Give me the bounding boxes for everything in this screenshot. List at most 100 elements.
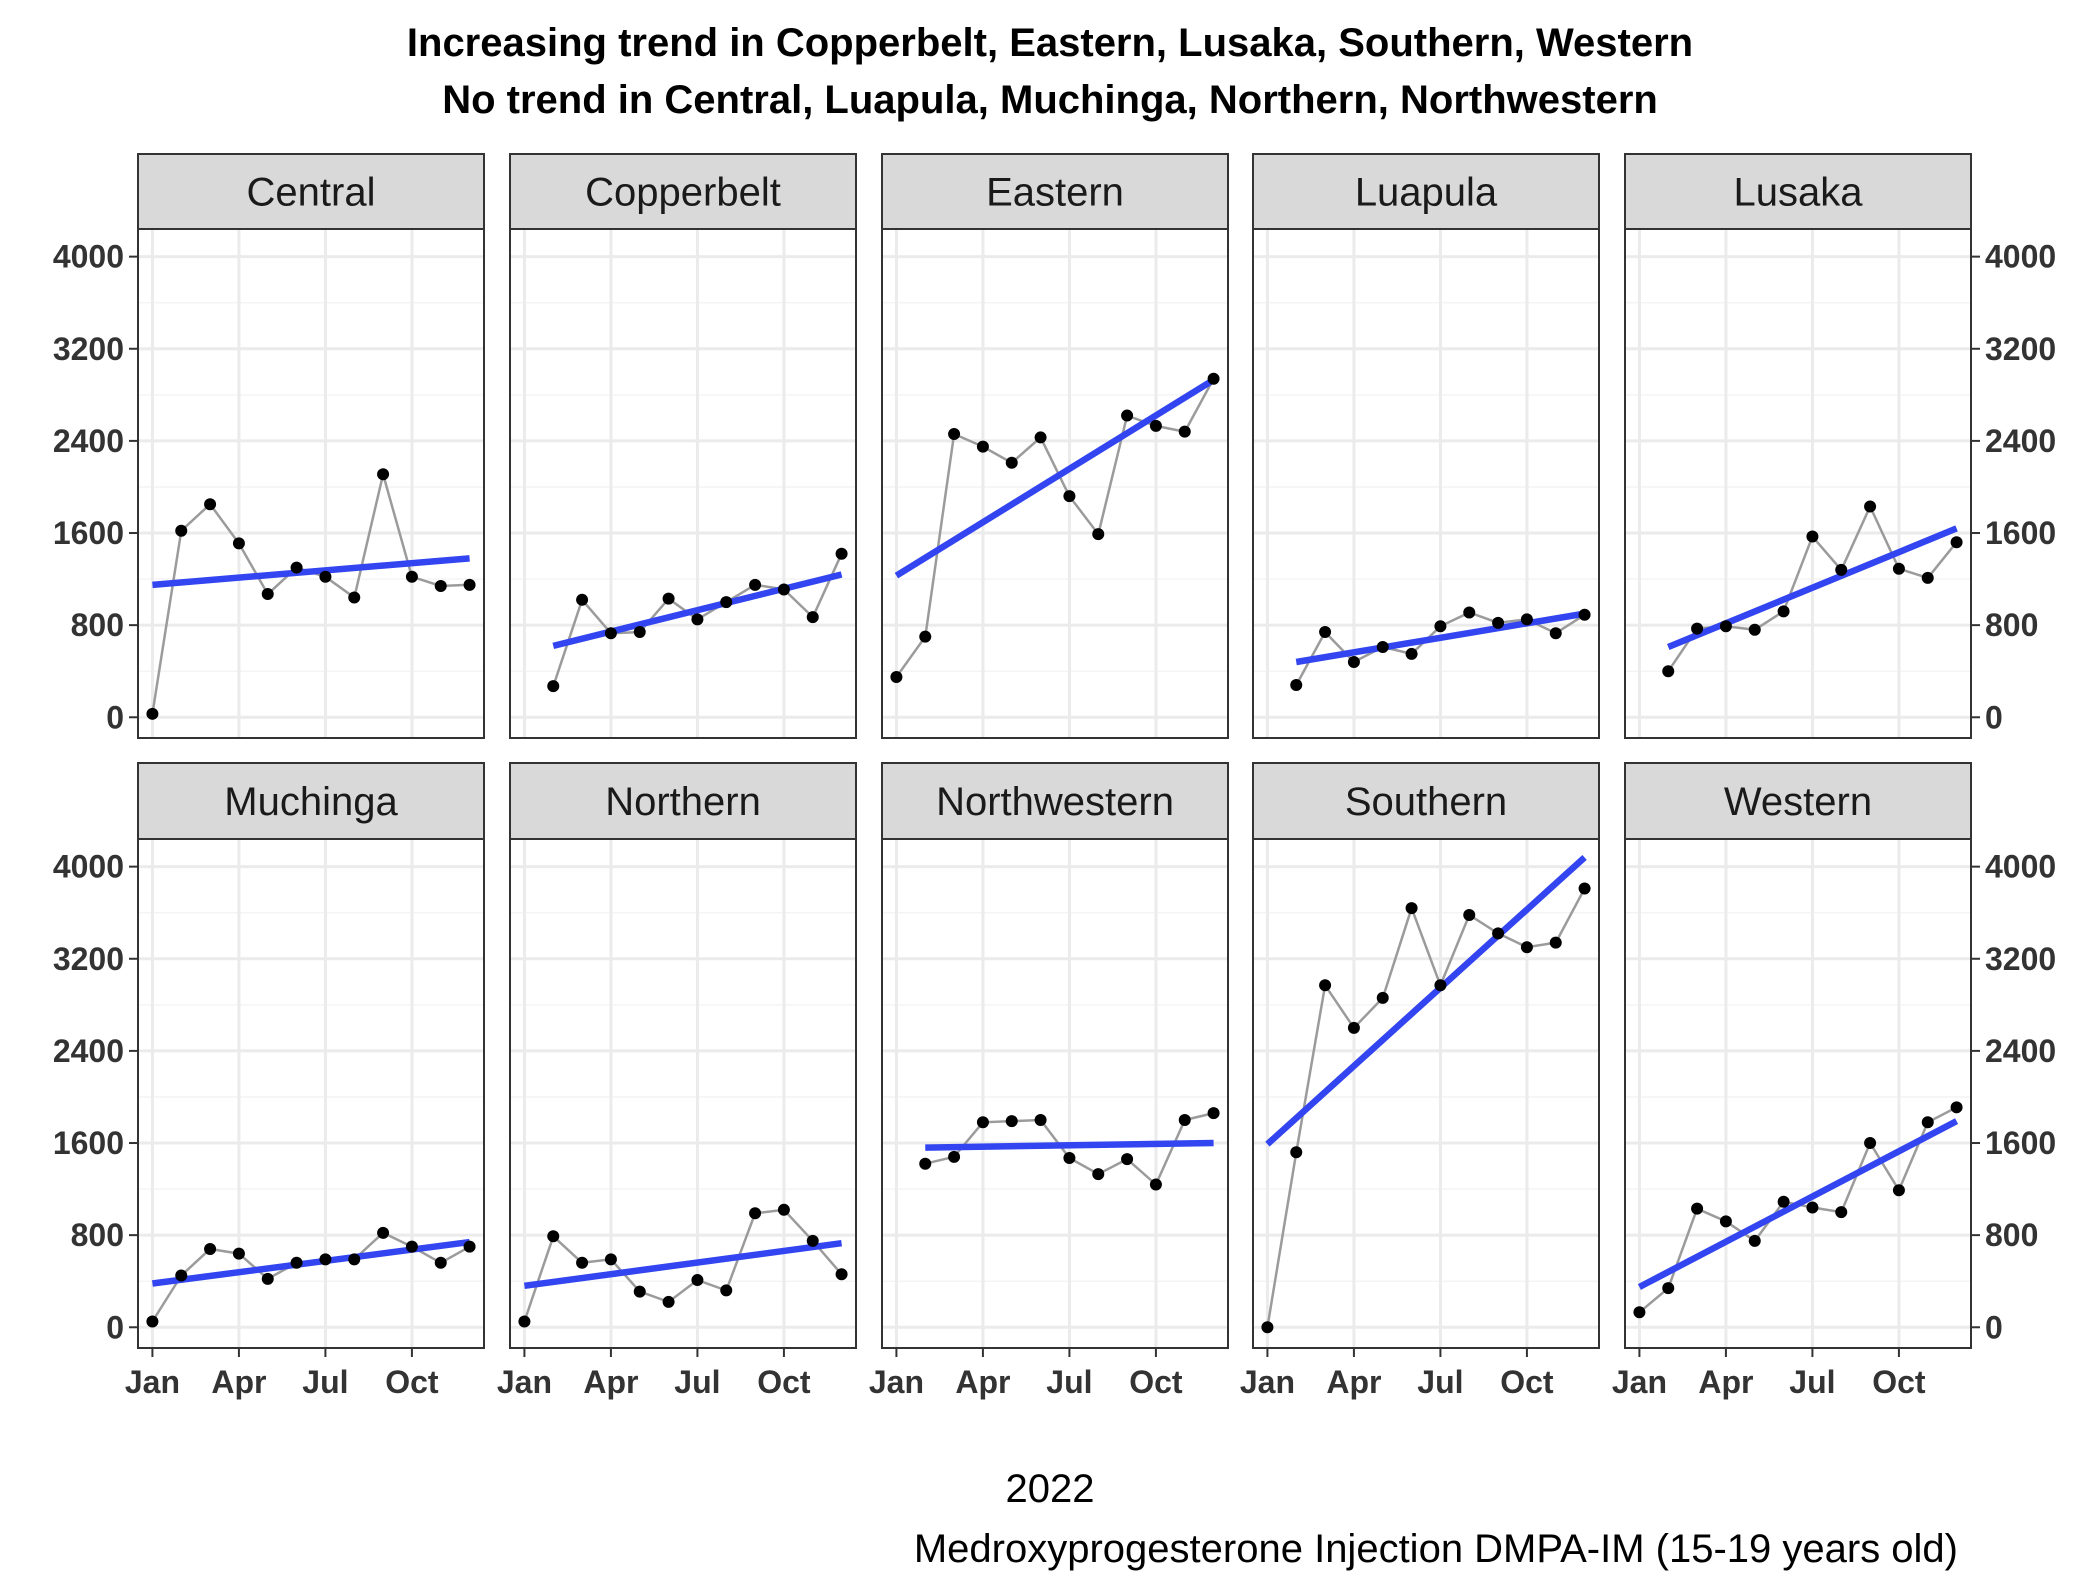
trend-line (1667, 525, 1958, 651)
facet-panel-southern: Southern Jan Apr Jul Oct (1240, 762, 1600, 1400)
series-line (1266, 887, 1586, 1328)
data-point (518, 1315, 531, 1328)
facet-label: Eastern (986, 171, 1124, 215)
data-point (146, 1315, 159, 1328)
data-point (261, 1272, 274, 1285)
series-line (895, 378, 1215, 678)
data-point (633, 1285, 646, 1298)
data-point (1434, 979, 1447, 992)
data-point (1806, 1201, 1819, 1214)
panel-border (509, 838, 857, 1349)
data-point (976, 440, 989, 453)
data-point (749, 1207, 762, 1220)
data-point (348, 591, 361, 604)
data-point (1092, 1168, 1105, 1181)
trend-line (152, 555, 470, 589)
data-point (1063, 490, 1076, 503)
data-point (463, 578, 476, 591)
data-point (1864, 500, 1877, 513)
facet-strip (881, 762, 1229, 840)
x-tick-label: Oct (1129, 1364, 1183, 1400)
y-tick-label: 1600 (53, 1125, 124, 1161)
data-point (1835, 1206, 1848, 1219)
y-tick-label: 800 (71, 1217, 124, 1253)
data-point (175, 524, 188, 537)
data-point (1633, 1306, 1646, 1319)
x-tick-label: Jan (1240, 1364, 1295, 1400)
panel-border (137, 228, 485, 739)
data-point (835, 547, 848, 560)
data-point (319, 570, 332, 583)
data-point (1578, 882, 1591, 895)
data-point (1149, 419, 1162, 432)
data-point (1405, 902, 1418, 915)
data-point (749, 578, 762, 591)
data-point (547, 680, 560, 693)
data-point (806, 1234, 819, 1247)
x-tick-label: Apr (583, 1364, 638, 1400)
y-tick-label: 4000 (53, 849, 124, 885)
data-point (1347, 655, 1360, 668)
data-point (662, 1295, 675, 1308)
data-point (1178, 425, 1191, 438)
data-point (434, 579, 447, 592)
facet-label: Southern (1345, 780, 1507, 824)
data-point (1777, 605, 1790, 618)
series-line (523, 1208, 843, 1322)
trend-line (552, 571, 843, 650)
data-point (1207, 1107, 1220, 1120)
data-point (835, 1268, 848, 1281)
data-point (1149, 1178, 1162, 1191)
y-tick-label: 4000 (1985, 849, 2056, 885)
facet-panel-eastern: Eastern (881, 153, 1229, 739)
data-point (146, 707, 159, 720)
x-tick-label: Jul (1046, 1364, 1092, 1400)
data-point (204, 1242, 217, 1255)
data-point (319, 1253, 332, 1266)
data-point (777, 1203, 790, 1216)
data-point (1806, 530, 1819, 543)
data-point (691, 1274, 704, 1287)
data-point (1005, 1115, 1018, 1128)
series-line (151, 473, 470, 714)
data-point (1777, 1195, 1790, 1208)
data-point (1319, 626, 1332, 639)
y-tick-label: 1600 (53, 515, 124, 551)
facet-label: Luapula (1355, 171, 1498, 215)
data-point (1319, 979, 1332, 992)
data-point (1290, 679, 1303, 692)
facet-strip (509, 762, 857, 840)
y-tick-label: 2400 (53, 1033, 124, 1069)
data-point (1662, 1282, 1675, 1295)
x-tick-label: Jul (674, 1364, 720, 1400)
chart-title-line-2: No trend in Central, Luapula, Muchinga, … (442, 78, 1658, 122)
facet-label: Muchinga (224, 780, 398, 824)
facet-panel-western: Western 0 800 1600 2400 3200 4000 Jan Apr Jul Oct (1612, 762, 2056, 1400)
panel-border (1252, 838, 1600, 1349)
x-tick-label: Apr (1326, 1364, 1381, 1400)
y-tick-label: 4000 (53, 239, 124, 275)
data-point (948, 1150, 961, 1163)
data-point (1376, 991, 1389, 1004)
y-tick-label: 0 (1985, 699, 2003, 735)
data-point (1092, 528, 1105, 541)
facet-label: Copperbelt (585, 171, 781, 215)
trend-line (1265, 855, 1587, 1147)
data-point (405, 1240, 418, 1253)
data-point (1921, 571, 1934, 584)
data-point (806, 611, 819, 624)
trend-line (1637, 1118, 1959, 1290)
data-point (290, 561, 303, 574)
y-tick-label: 2400 (1985, 1033, 2056, 1069)
trend-line (894, 377, 1216, 579)
data-point (405, 570, 418, 583)
data-point (662, 592, 675, 605)
y-tick-label: 800 (71, 607, 124, 643)
data-point (377, 468, 390, 481)
x-axis-title: 2022 (1006, 1467, 1095, 1511)
x-tick-label: Oct (757, 1364, 811, 1400)
data-point (547, 1230, 560, 1243)
x-tick-label: Oct (385, 1364, 439, 1400)
data-point (1950, 536, 1963, 549)
